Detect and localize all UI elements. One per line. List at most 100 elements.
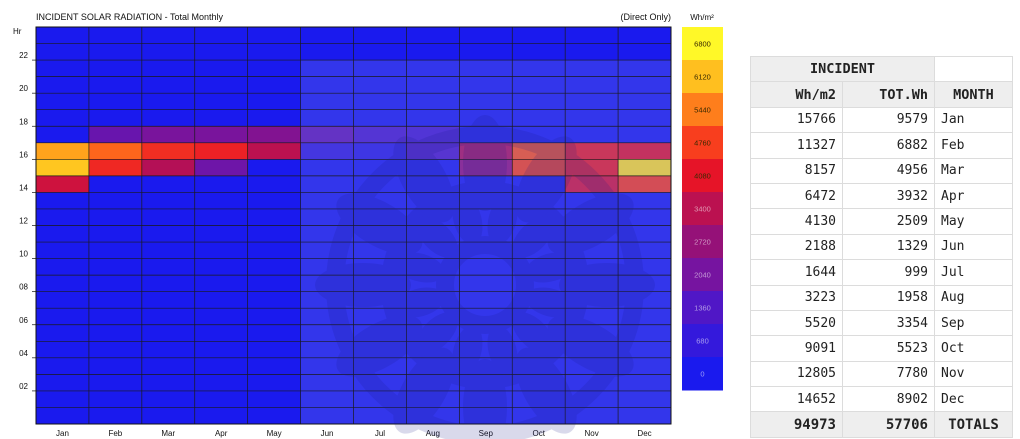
heatmap-cell bbox=[88, 390, 143, 408]
heatmap-cell bbox=[618, 126, 672, 144]
heatmap-cell bbox=[406, 175, 460, 193]
colorbar-tick-label: 0 bbox=[700, 370, 704, 379]
heatmap-cell bbox=[618, 357, 672, 375]
heatmap-cell bbox=[36, 357, 90, 375]
heatmap-cell bbox=[88, 242, 143, 260]
x-tick-label: Sep bbox=[479, 429, 494, 438]
table-column-header-row: Wh/m2 TOT.Wh MONTH bbox=[750, 81, 1013, 108]
heatmap-cell bbox=[36, 142, 90, 160]
heatmap-cell bbox=[141, 126, 196, 144]
heatmap-cell bbox=[141, 275, 196, 293]
cell-month: Jun bbox=[934, 233, 1013, 261]
heatmap-cell bbox=[406, 291, 460, 309]
heatmap-cell bbox=[36, 390, 90, 408]
heatmap-cell bbox=[88, 126, 143, 144]
heatmap-cell bbox=[300, 357, 354, 375]
heatmap-cell bbox=[512, 357, 566, 375]
cell-month: Mar bbox=[934, 157, 1013, 184]
colorbar-tick-label: 2040 bbox=[694, 271, 711, 280]
heatmap-cell bbox=[406, 308, 460, 326]
heatmap-cell bbox=[459, 258, 513, 276]
heatmap-cell bbox=[406, 275, 460, 293]
heatmap-cell bbox=[406, 341, 460, 359]
heatmap-cell bbox=[36, 225, 90, 243]
heatmap-cell bbox=[88, 60, 143, 78]
cell-tot-wh: 999 bbox=[842, 259, 935, 286]
heatmap-cell bbox=[88, 192, 143, 210]
heatmap-cell bbox=[459, 242, 513, 260]
heatmap-cell bbox=[141, 159, 196, 177]
table-row: 14652 8902 Dec bbox=[750, 386, 1013, 413]
heatmap-cells bbox=[36, 27, 672, 425]
heatmap-cell bbox=[247, 324, 302, 342]
y-tick-label: 10 bbox=[19, 250, 28, 259]
heatmap-cell bbox=[247, 291, 302, 309]
cell-tot-wh: 3932 bbox=[842, 182, 935, 210]
heatmap-cell bbox=[141, 407, 196, 425]
cell-wh-m2: 1644 bbox=[750, 259, 843, 286]
heatmap-cell bbox=[300, 390, 354, 408]
cell-tot-wh: 8902 bbox=[842, 386, 935, 413]
y-tick-label: 18 bbox=[19, 117, 28, 126]
heatmap-cell bbox=[353, 291, 407, 309]
heatmap-cell bbox=[565, 93, 619, 111]
heatmap-cell bbox=[36, 308, 90, 326]
cell-month: Dec bbox=[934, 386, 1013, 413]
x-tick-label: Mar bbox=[161, 429, 175, 438]
x-tick-label: Dec bbox=[637, 429, 651, 438]
heatmap-cell bbox=[459, 374, 513, 392]
x-tick-label: Jul bbox=[375, 429, 385, 438]
group-header-incident: INCIDENT bbox=[750, 55, 935, 83]
heatmap-cell bbox=[353, 258, 407, 276]
table-row: 5520 3354 Sep bbox=[750, 309, 1013, 337]
heatmap-cell bbox=[353, 93, 407, 111]
colorbar-tick-label: 3400 bbox=[694, 205, 711, 214]
heatmap-cell bbox=[459, 324, 513, 342]
heatmap-cell bbox=[141, 390, 196, 408]
heatmap-cell bbox=[247, 308, 302, 326]
heatmap-cell bbox=[300, 27, 354, 45]
heatmap-cell bbox=[141, 175, 196, 193]
heatmap-cell bbox=[88, 159, 143, 177]
heatmap-cell bbox=[36, 192, 90, 210]
x-axis-ticks: Jan Feb Mar Apr May Jun Jul Aug Sep Oct Nov Dec bbox=[56, 429, 652, 438]
heatmap-cell bbox=[565, 60, 619, 78]
heatmap-cell bbox=[141, 357, 196, 375]
heatmap-cell bbox=[406, 258, 460, 276]
heatmap-cell bbox=[300, 175, 354, 193]
heatmap-cell bbox=[194, 93, 249, 111]
heatmap-cell bbox=[353, 43, 407, 61]
heatmap-cell bbox=[406, 390, 460, 408]
y-axis-ticks: 22 20 18 16 14 12 10 08 06 04 02 bbox=[19, 51, 36, 392]
heatmap-cell bbox=[300, 291, 354, 309]
heatmap-cell bbox=[565, 126, 619, 144]
colorbar-segment bbox=[682, 324, 723, 358]
table-group-header-row: INCIDENT bbox=[750, 55, 1013, 83]
heatmap-cell bbox=[618, 242, 672, 260]
heatmap-cell bbox=[512, 390, 566, 408]
cell-tot-wh: 4956 bbox=[842, 157, 935, 184]
heatmap-cell bbox=[300, 93, 354, 111]
heatmap-cell bbox=[353, 208, 407, 226]
cell-wh-m2: 14652 bbox=[750, 386, 843, 413]
heatmap-cell bbox=[512, 225, 566, 243]
heatmap-cell bbox=[247, 159, 302, 177]
heatmap-cell bbox=[618, 258, 672, 276]
heatmap-cell bbox=[194, 275, 249, 293]
heatmap-cell bbox=[618, 407, 672, 425]
heatmap-cell bbox=[300, 308, 354, 326]
heatmap-cell bbox=[353, 175, 407, 193]
heatmap-cell bbox=[88, 324, 143, 342]
heatmap-cell bbox=[618, 93, 672, 111]
heatmap-cell bbox=[406, 208, 460, 226]
colorbar-tick-label: 6120 bbox=[694, 73, 711, 82]
table-row: 1644 999 Jul bbox=[750, 259, 1013, 286]
heatmap-cell bbox=[247, 357, 302, 375]
table-row: 9091 5523 Oct bbox=[750, 335, 1013, 362]
heatmap-cell bbox=[247, 175, 302, 193]
cell-tot-wh: 2509 bbox=[842, 208, 935, 235]
heatmap-cell bbox=[618, 374, 672, 392]
heatmap-cell bbox=[512, 275, 566, 293]
heatmap-cell bbox=[353, 357, 407, 375]
heatmap-cell bbox=[406, 192, 460, 210]
